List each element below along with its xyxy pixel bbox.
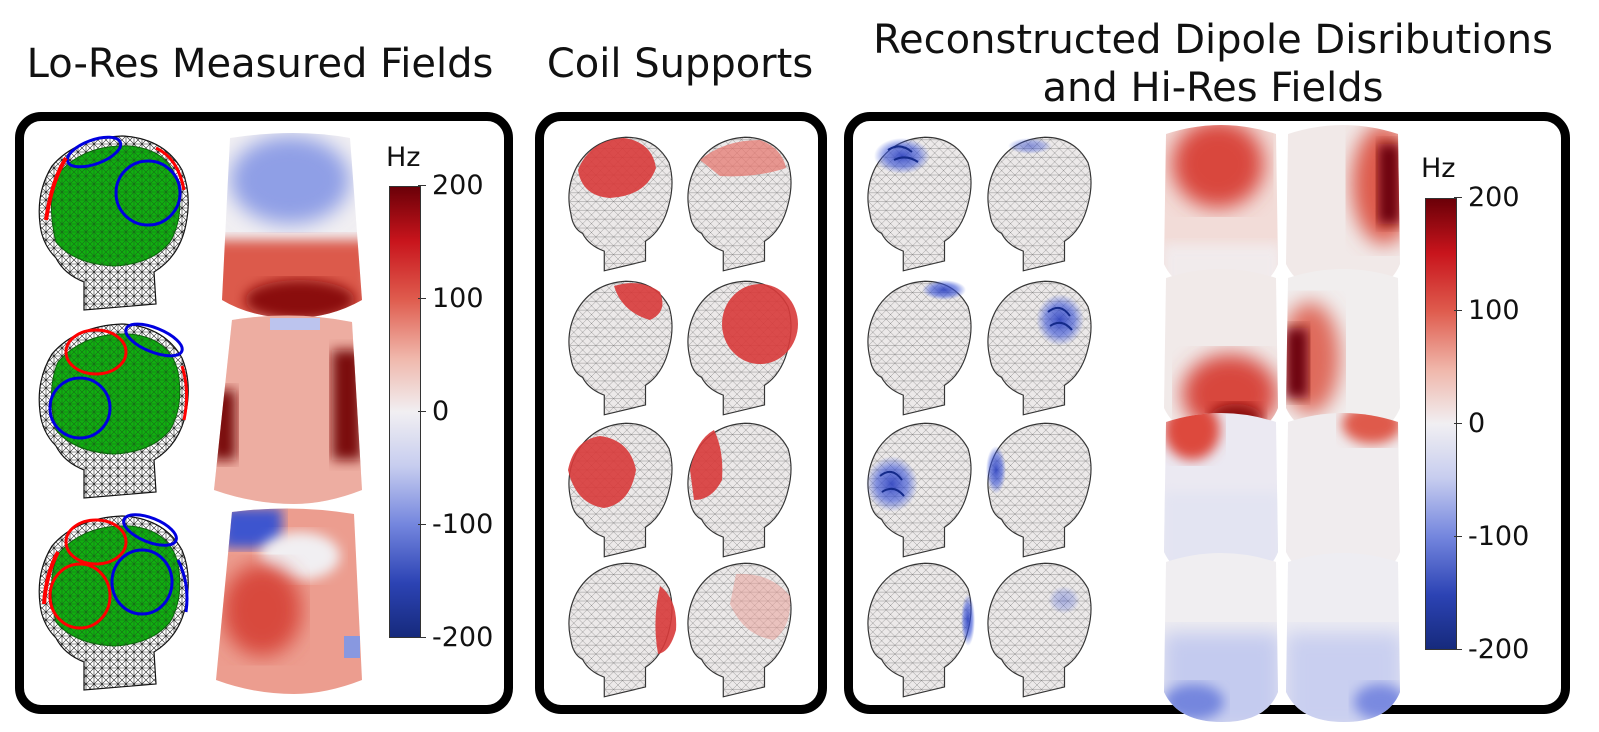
dipole-head-3-2 xyxy=(986,422,1092,558)
measured-tick-minus100: -100 xyxy=(417,509,494,540)
measured-colorbar-unit: Hz xyxy=(386,142,421,173)
support-head-4-2 xyxy=(687,562,792,698)
dipole-head-2-2 xyxy=(987,280,1092,416)
reconstructed-tick-minus100: -100 xyxy=(1453,521,1530,552)
reconstructed-tick-200: 200 xyxy=(1454,182,1520,213)
measured-colorbar xyxy=(389,186,421,638)
measured-fields-title: Lo-Res Measured Fields xyxy=(26,41,494,87)
hires-field-map-4-2 xyxy=(1286,553,1400,722)
measured-field-map-1 xyxy=(222,133,362,318)
support-head-2-1 xyxy=(568,280,673,416)
reconstructed-title-line2: and Hi-Res Fields xyxy=(1042,65,1384,111)
hires-field-map-1-2 xyxy=(1286,125,1400,294)
dipole-head-1-1 xyxy=(867,136,972,272)
dipole-head-4-2 xyxy=(987,562,1092,698)
reconstructed-colorbar xyxy=(1425,198,1457,650)
measured-field-map-2 xyxy=(214,315,362,504)
measured-field-map-3 xyxy=(216,508,362,694)
support-head-4-1 xyxy=(568,562,677,698)
hires-field-map-4-1 xyxy=(1164,553,1278,722)
hires-field-map-2-2 xyxy=(1286,269,1400,438)
measured-tick-minus200: -200 xyxy=(417,622,494,653)
dipole-head-3-1 xyxy=(866,422,972,558)
coil-supports-title: Coil Supports xyxy=(546,41,814,87)
dipole-head-1-2 xyxy=(987,136,1092,272)
support-head-1-1 xyxy=(568,136,673,272)
measured-tick-200: 200 xyxy=(418,170,484,201)
measured-tick-100: 100 xyxy=(418,283,484,314)
measured-head-1 xyxy=(38,135,189,311)
support-head-3-2 xyxy=(687,422,792,558)
measured-tick-0: 0 xyxy=(417,396,450,427)
dipole-head-4-1 xyxy=(867,562,975,698)
measured-head-3 xyxy=(38,513,189,691)
reconstructed-tick-100: 100 xyxy=(1454,295,1520,326)
reconstructed-tick-0: 0 xyxy=(1453,408,1486,439)
reconstructed-tick-minus200: -200 xyxy=(1453,634,1530,665)
dipole-head-2-1 xyxy=(867,280,972,416)
support-head-1-2 xyxy=(687,136,792,272)
reconstructed-title-line1: Reconstructed Dipole Disributions xyxy=(873,17,1553,63)
reconstructed-colorbar-unit: Hz xyxy=(1421,153,1456,184)
support-head-3-1 xyxy=(568,422,673,558)
support-head-2-2 xyxy=(687,280,798,416)
measured-head-2 xyxy=(38,322,189,499)
